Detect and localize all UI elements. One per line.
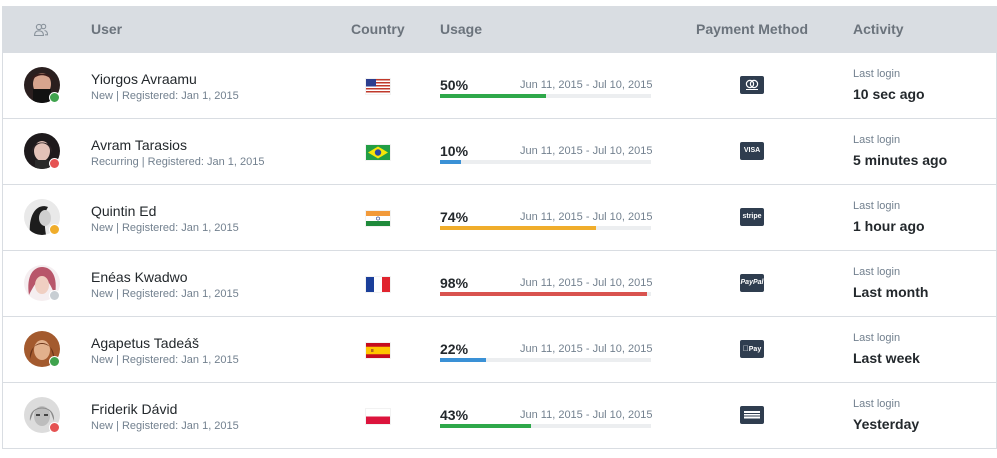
usage-period: Jun 11, 2015 - Jul 10, 2015 bbox=[520, 409, 653, 421]
table-row[interactable]: Enéas Kwadwo New | Registered: Jan 1, 20… bbox=[3, 251, 996, 317]
usage-percent: 50% bbox=[440, 77, 469, 93]
apple-pay-icon: Pay bbox=[740, 340, 764, 358]
header-activity[interactable]: Activity bbox=[853, 21, 904, 37]
table-row[interactable]: Friderik Dávid New | Registered: Jan 1, … bbox=[3, 383, 996, 449]
user-name[interactable]: Quintin Ed bbox=[91, 203, 157, 219]
mastercard-icon bbox=[740, 76, 764, 94]
usage-progress-fill bbox=[440, 292, 647, 296]
avatar bbox=[24, 265, 60, 301]
user-registration: New | Registered: Jan 1, 2015 bbox=[91, 354, 239, 366]
usage-progress-fill bbox=[440, 160, 462, 164]
user-name[interactable]: Friderik Dávid bbox=[91, 401, 178, 417]
activity-value: 1 hour ago bbox=[853, 218, 925, 234]
status-indicator bbox=[49, 158, 60, 169]
usage-progress-bar bbox=[440, 226, 651, 230]
status-indicator bbox=[49, 224, 60, 235]
header-payment-method[interactable]: Payment Method bbox=[696, 21, 809, 37]
user-name[interactable]: Agapetus Tadeáš bbox=[91, 335, 199, 351]
table-row[interactable]: Quintin Ed New | Registered: Jan 1, 2015… bbox=[3, 185, 996, 251]
header-user[interactable]: User bbox=[91, 21, 123, 37]
usage-progress-bar bbox=[440, 424, 651, 428]
user-registration: New | Registered: Jan 1, 2015 bbox=[91, 420, 239, 432]
usage-period: Jun 11, 2015 - Jul 10, 2015 bbox=[520, 211, 653, 223]
usage-percent: 10% bbox=[440, 143, 469, 159]
user-registration: New | Registered: Jan 1, 2015 bbox=[91, 288, 239, 300]
status-indicator bbox=[49, 92, 60, 103]
usage-percent: 43% bbox=[440, 407, 469, 423]
user-registration: New | Registered: Jan 1, 2015 bbox=[91, 222, 239, 234]
table-header: User Country Usage Payment Method Activi… bbox=[3, 6, 996, 53]
activity-value: 5 minutes ago bbox=[853, 152, 948, 168]
usage-progress-bar bbox=[440, 160, 651, 164]
user-name[interactable]: Yiorgos Avraamu bbox=[91, 71, 197, 87]
usage-period: Jun 11, 2015 - Jul 10, 2015 bbox=[520, 277, 653, 289]
france-flag-icon bbox=[366, 277, 390, 292]
poland-flag-icon bbox=[366, 409, 390, 424]
usage-period: Jun 11, 2015 - Jul 10, 2015 bbox=[520, 145, 653, 157]
stripe-icon: stripe bbox=[740, 208, 764, 226]
user-registration: New | Registered: Jan 1, 2015 bbox=[91, 90, 239, 102]
brazil-flag-icon bbox=[366, 145, 390, 160]
users-icon bbox=[33, 6, 49, 53]
apple-pay-label: Pay bbox=[745, 346, 761, 353]
activity-value: Last week bbox=[853, 350, 920, 366]
usage-progress-bar bbox=[440, 358, 651, 362]
users-table: User Country Usage Payment Method Activi… bbox=[2, 6, 997, 449]
amex-icon bbox=[740, 406, 764, 424]
usage-percent: 22% bbox=[440, 341, 469, 357]
usage-period: Jun 11, 2015 - Jul 10, 2015 bbox=[520, 343, 653, 355]
paypal-icon: PayPal bbox=[740, 274, 764, 292]
table-row[interactable]: Avram Tarasios Recurring | Registered: J… bbox=[3, 119, 996, 185]
user-name[interactable]: Enéas Kwadwo bbox=[91, 269, 188, 285]
status-indicator bbox=[49, 356, 60, 367]
usage-progress-bar bbox=[440, 94, 651, 98]
table-row[interactable]: Agapetus Tadeáš New | Registered: Jan 1,… bbox=[3, 317, 996, 383]
activity-value: 10 sec ago bbox=[853, 86, 925, 102]
activity-label: Last login bbox=[853, 134, 901, 146]
usage-progress-fill bbox=[440, 94, 546, 98]
header-country[interactable]: Country bbox=[351, 21, 405, 37]
status-indicator bbox=[49, 290, 60, 301]
header-usage[interactable]: Usage bbox=[440, 21, 483, 37]
activity-label: Last login bbox=[853, 398, 901, 410]
user-registration: Recurring | Registered: Jan 1, 2015 bbox=[91, 156, 265, 168]
usage-progress-fill bbox=[440, 358, 487, 362]
table-row[interactable]: Yiorgos Avraamu New | Registered: Jan 1,… bbox=[3, 53, 996, 119]
usage-progress-bar bbox=[440, 292, 651, 296]
usage-percent: 74% bbox=[440, 209, 469, 225]
activity-label: Last login bbox=[853, 68, 901, 80]
activity-value: Last month bbox=[853, 284, 929, 300]
activity-label: Last login bbox=[853, 200, 901, 212]
usage-progress-fill bbox=[440, 226, 597, 230]
usage-percent: 98% bbox=[440, 275, 469, 291]
activity-label: Last login bbox=[853, 332, 901, 344]
user-name[interactable]: Avram Tarasios bbox=[91, 137, 187, 153]
status-indicator bbox=[49, 422, 60, 433]
usage-progress-fill bbox=[440, 424, 531, 428]
usage-period: Jun 11, 2015 - Jul 10, 2015 bbox=[520, 79, 653, 91]
spain-flag-icon bbox=[366, 343, 390, 358]
activity-value: Yesterday bbox=[853, 416, 920, 432]
india-flag-icon bbox=[366, 211, 390, 226]
activity-label: Last login bbox=[853, 266, 901, 278]
visa-icon: VISA bbox=[740, 142, 764, 160]
us-flag-icon bbox=[366, 79, 390, 94]
